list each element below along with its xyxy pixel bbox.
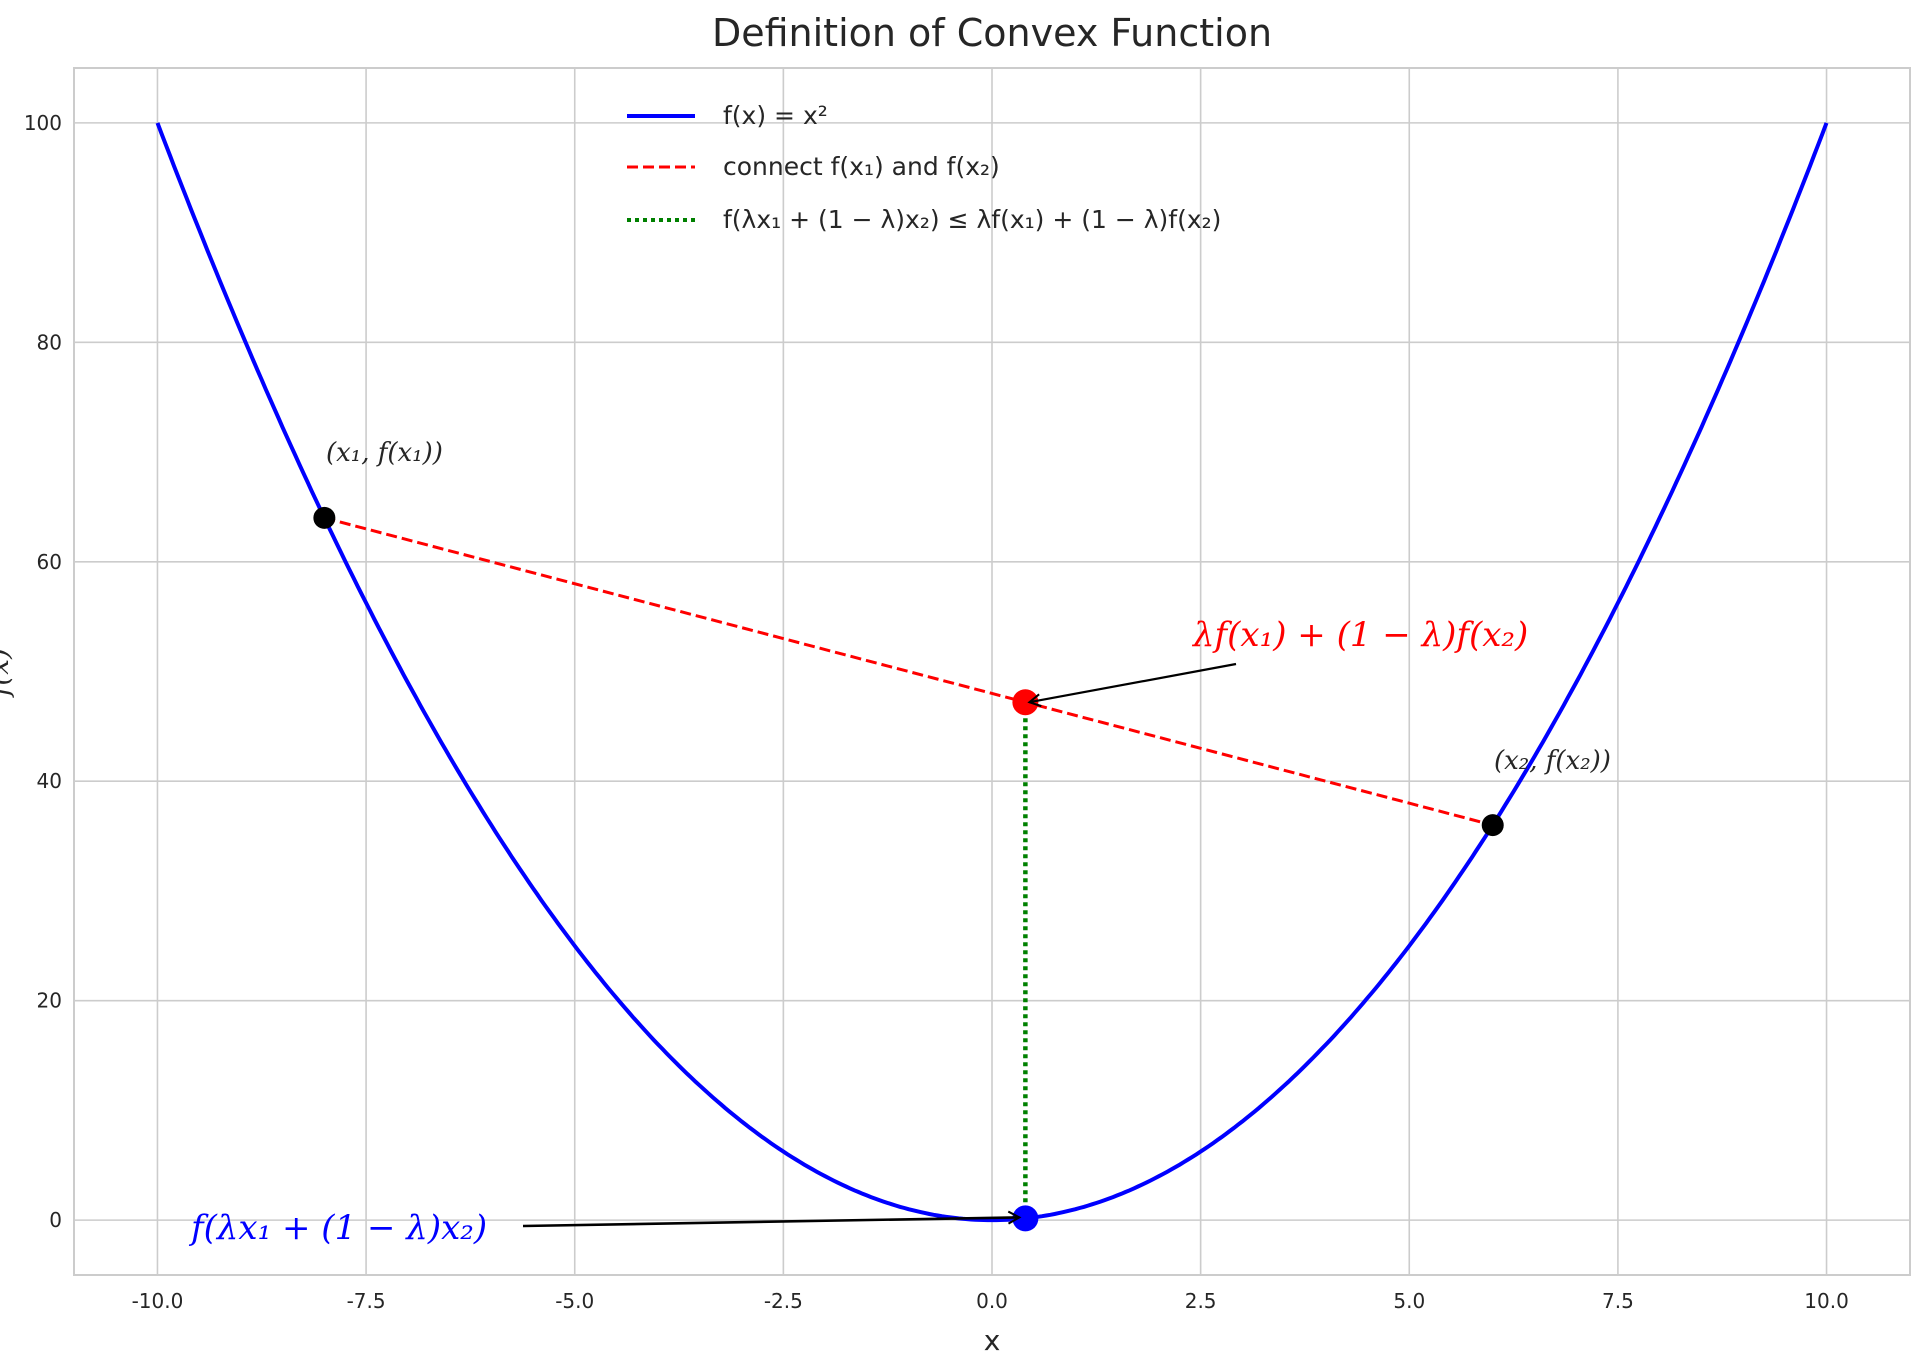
marks [155,122,1829,1232]
x-axis-label: x [984,1324,1001,1357]
legend: f(x) = x² connect f(x₁) and f(x₂) f(λx₁ … [627,101,1221,234]
legend-label-curve: f(x) = x² [723,101,828,130]
x-tick-label: 7.5 [1602,1289,1634,1313]
annotation-chord: λf(x₁) + (1 − λ)f(x₂) [1191,615,1528,655]
annotation-p2: (x₂, f(x₂)) [1494,746,1611,776]
y-tick-label: 60 [37,550,62,574]
legend-label-inequality: f(λx₁ + (1 − λ)x₂) ≤ λf(x₁) + (1 − λ)f(x… [723,205,1221,234]
chord-line [323,516,1494,827]
x-tick-label: 10.0 [1804,1289,1849,1313]
chart-title: Definition of Convex Function [712,11,1272,55]
x-tick-label: 0.0 [976,1289,1008,1313]
y-tick-label: 40 [37,769,62,793]
x-tick-label: 2.5 [1185,1289,1217,1313]
x-tick-label: -2.5 [764,1289,803,1313]
y-axis-label: f(x) [0,648,15,698]
ticks: -10.0 -7.5 -5.0 -2.5 0.0 2.5 5.0 7.5 10.0 0 20 40 60… [24,111,1849,1313]
point-x1 [313,506,336,529]
x-tick-label: 5.0 [1393,1289,1425,1313]
y-tick-label: 80 [37,330,62,354]
annotation-curve: f(λx₁ + (1 − λ)x₂) [188,1208,487,1248]
annotation-p1: (x₁, f(x₁)) [326,438,443,468]
y-tick-label: 100 [24,111,62,135]
x-tick-label: -10.0 [132,1289,184,1313]
arrow-chord [1029,662,1237,702]
y-tick-label: 20 [37,989,62,1013]
x-tick-label: -7.5 [347,1289,386,1313]
curve-line [155,122,1829,1223]
legend-label-chord: connect f(x₁) and f(x₂) [723,152,1000,181]
y-tick-label: 0 [49,1208,62,1232]
x-tick-label: -5.0 [555,1289,594,1313]
arrow-curve [522,1217,1019,1228]
point-x2 [1481,814,1504,837]
